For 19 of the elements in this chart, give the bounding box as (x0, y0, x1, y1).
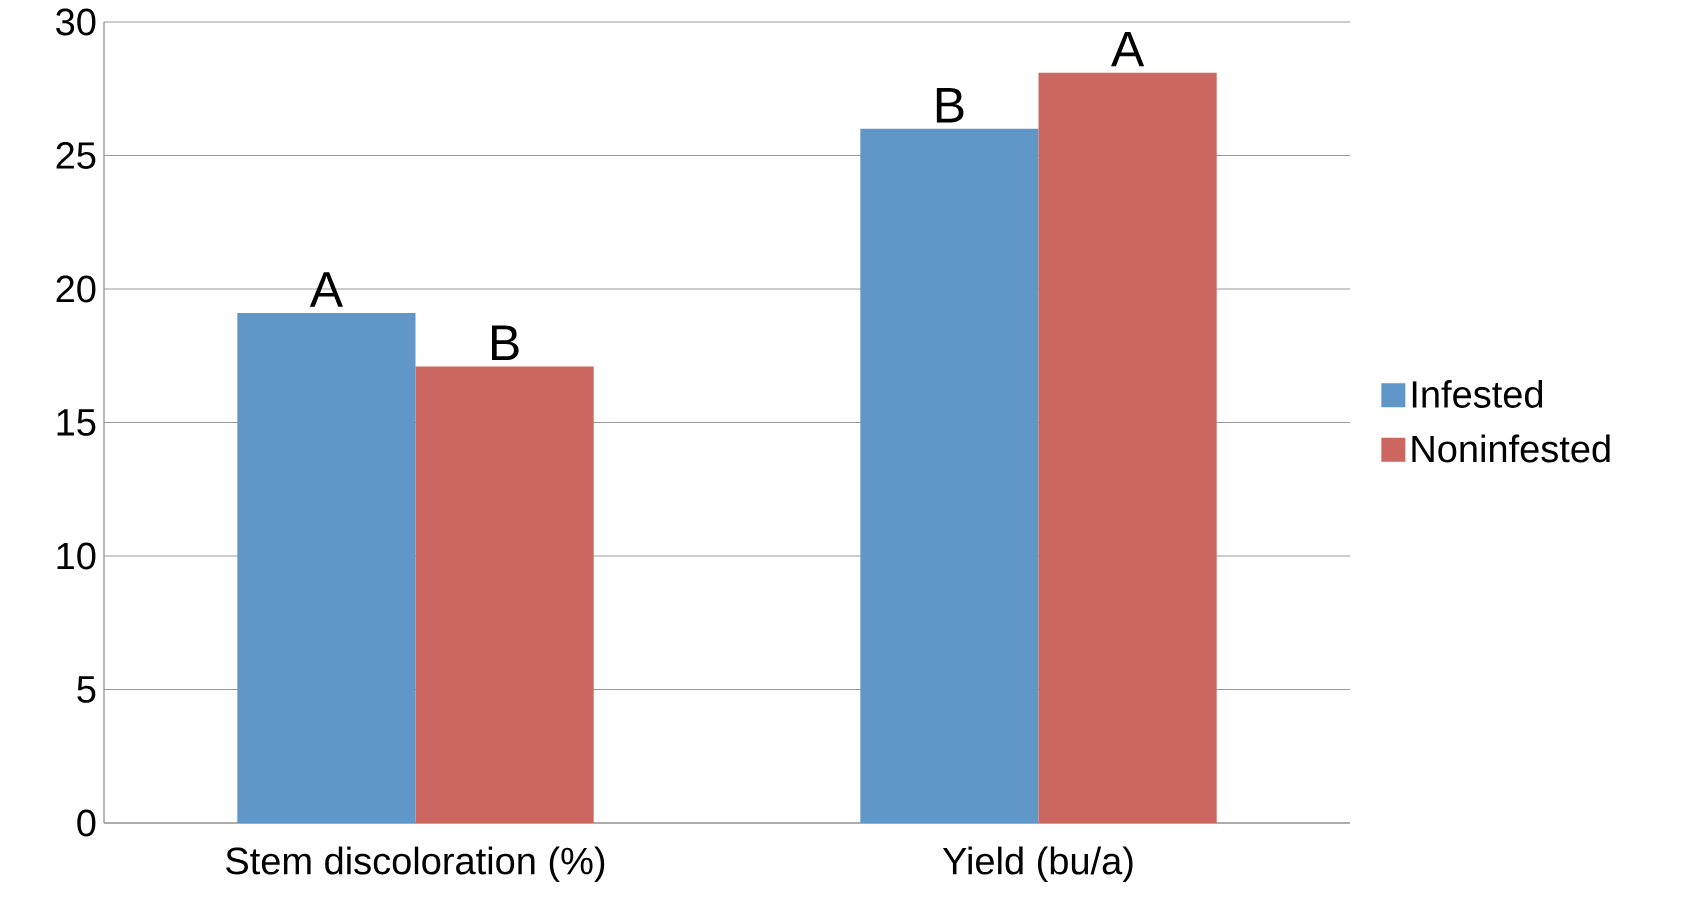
data-label: B (936, 87, 964, 123)
bar (1038, 72, 1217, 823)
bar (860, 128, 1039, 823)
data-label: A (309, 272, 343, 307)
legend-label: Noninfested (1412, 434, 1610, 463)
y-tick-label: 0 (77, 809, 96, 837)
y-tick-label: 30 (56, 8, 96, 36)
y-tick-label: 15 (57, 409, 96, 436)
y-tick-label: 10 (57, 542, 96, 570)
y-tick-label: 5 (77, 676, 96, 703)
y-tick-label: 20 (56, 275, 96, 303)
y-tick-label: 25 (56, 142, 96, 169)
data-label: B (492, 325, 519, 361)
bar (415, 366, 594, 823)
x-tick-label: Stem discoloration (%) (226, 846, 605, 883)
bar (237, 313, 416, 823)
x-tick-label: Yield (bu/a) (942, 846, 1133, 883)
data-label: A (1111, 31, 1145, 67)
legend-label: Infested (1412, 379, 1543, 408)
